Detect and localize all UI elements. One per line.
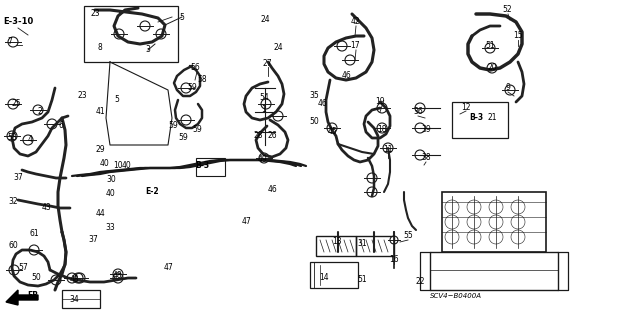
Text: 37: 37 xyxy=(88,234,98,243)
Text: 26: 26 xyxy=(267,130,277,139)
Text: 33: 33 xyxy=(105,224,115,233)
Text: 58: 58 xyxy=(197,76,207,85)
Bar xyxy=(356,236,394,256)
Text: B-3: B-3 xyxy=(195,161,209,170)
Text: 11: 11 xyxy=(383,145,393,153)
Text: 34: 34 xyxy=(69,295,79,305)
Text: E-2: E-2 xyxy=(145,187,159,196)
Text: 59: 59 xyxy=(192,125,202,135)
Text: 36: 36 xyxy=(413,108,423,116)
Text: 25: 25 xyxy=(11,100,21,108)
Bar xyxy=(196,158,225,176)
Text: 47: 47 xyxy=(163,263,173,272)
Text: 2: 2 xyxy=(38,108,42,116)
Text: 12: 12 xyxy=(461,102,471,112)
Bar xyxy=(452,102,508,138)
Text: 32: 32 xyxy=(8,197,18,205)
Text: 13: 13 xyxy=(332,236,342,246)
Text: 16: 16 xyxy=(389,256,399,264)
Text: 48: 48 xyxy=(69,275,79,284)
Text: 60: 60 xyxy=(8,241,18,250)
Bar xyxy=(442,192,546,252)
Text: 28: 28 xyxy=(253,130,263,139)
Text: 46: 46 xyxy=(267,186,277,195)
Text: 47: 47 xyxy=(241,218,251,226)
Text: 41: 41 xyxy=(95,108,105,116)
Text: 20: 20 xyxy=(487,63,497,72)
Text: 7: 7 xyxy=(8,38,12,47)
Text: 29: 29 xyxy=(95,145,105,154)
Text: 17: 17 xyxy=(350,41,360,50)
Text: 43: 43 xyxy=(41,203,51,211)
Text: 46: 46 xyxy=(342,71,352,80)
Text: 15: 15 xyxy=(513,32,523,41)
Text: 8: 8 xyxy=(98,43,102,53)
Text: 40: 40 xyxy=(100,159,110,167)
Text: 14: 14 xyxy=(319,272,329,281)
Text: 39: 39 xyxy=(421,125,431,135)
Text: 51: 51 xyxy=(485,41,495,50)
Text: 24: 24 xyxy=(260,16,270,25)
Text: 45: 45 xyxy=(327,128,337,137)
Text: 9: 9 xyxy=(506,84,511,93)
Text: 59: 59 xyxy=(187,84,197,93)
Text: 50: 50 xyxy=(309,117,319,127)
Text: 53: 53 xyxy=(7,133,17,143)
Text: 1: 1 xyxy=(262,106,266,115)
Text: 57: 57 xyxy=(18,263,28,272)
Text: 6: 6 xyxy=(59,122,63,130)
Bar xyxy=(310,262,358,288)
Text: 35: 35 xyxy=(309,91,319,100)
Text: 38: 38 xyxy=(421,153,431,162)
Text: E-3-10: E-3-10 xyxy=(3,18,33,26)
Text: 44: 44 xyxy=(95,210,105,219)
Text: 61: 61 xyxy=(29,228,39,238)
Text: 54: 54 xyxy=(259,93,269,102)
Text: 42: 42 xyxy=(350,18,360,26)
Text: 22: 22 xyxy=(415,277,425,286)
Text: 30: 30 xyxy=(106,175,116,184)
Text: 27: 27 xyxy=(262,60,272,69)
Text: 52: 52 xyxy=(502,5,512,14)
Text: 59: 59 xyxy=(178,133,188,143)
Text: 31: 31 xyxy=(357,239,367,248)
Text: 18: 18 xyxy=(377,125,387,135)
Text: 56: 56 xyxy=(190,63,200,72)
Text: 21: 21 xyxy=(487,114,497,122)
Text: 46: 46 xyxy=(318,100,328,108)
Text: 5: 5 xyxy=(180,12,184,21)
Text: 55: 55 xyxy=(403,232,413,241)
Text: B-3: B-3 xyxy=(469,114,483,122)
Text: 19: 19 xyxy=(375,98,385,107)
Text: 51: 51 xyxy=(357,275,367,284)
Polygon shape xyxy=(6,290,38,305)
Text: 23: 23 xyxy=(90,10,100,19)
Bar xyxy=(316,236,356,256)
Text: 40: 40 xyxy=(106,189,116,197)
Text: 4: 4 xyxy=(28,136,33,145)
Text: 24: 24 xyxy=(273,43,283,53)
Text: 48: 48 xyxy=(112,271,122,279)
Text: 50: 50 xyxy=(31,273,41,283)
Bar xyxy=(430,252,558,290)
Text: 37: 37 xyxy=(13,173,23,182)
Text: 23: 23 xyxy=(77,92,87,100)
Text: 59: 59 xyxy=(168,121,178,130)
Text: FR: FR xyxy=(28,292,38,300)
Text: 40: 40 xyxy=(121,160,131,169)
Text: 3: 3 xyxy=(145,46,150,55)
Text: 10: 10 xyxy=(113,161,123,170)
Text: 5: 5 xyxy=(115,94,120,103)
Text: SCV4−B0400A: SCV4−B0400A xyxy=(430,293,482,299)
Text: 49: 49 xyxy=(257,155,267,165)
Bar xyxy=(84,6,178,62)
Bar xyxy=(62,290,100,308)
